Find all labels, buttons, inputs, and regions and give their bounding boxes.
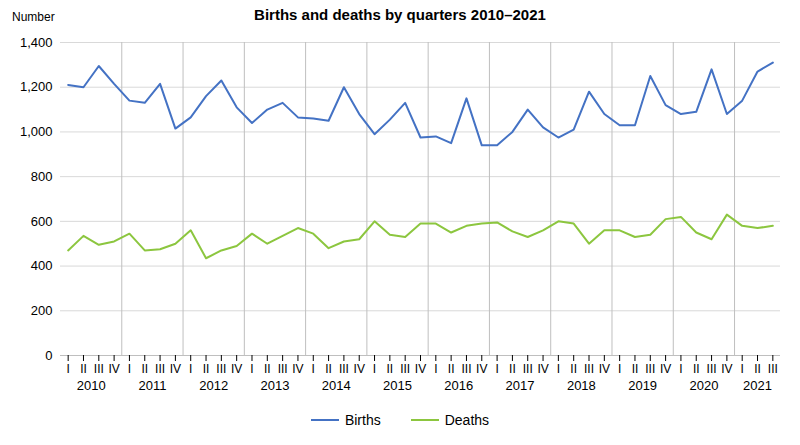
svg-text:II: II — [264, 362, 271, 376]
html-text:Number: Number — [12, 10, 55, 24]
svg-text:I: I — [618, 362, 621, 376]
svg-text:II: II — [325, 362, 332, 376]
svg-text:II: II — [509, 362, 516, 376]
svg-text:I: I — [373, 362, 376, 376]
svg-text:III: III — [707, 362, 717, 376]
svg-text:IV: IV — [476, 362, 487, 376]
svg-text:II: II — [693, 362, 700, 376]
svg-text:II: II — [141, 362, 148, 376]
svg-text:I: I — [189, 362, 192, 376]
svg-text:2020: 2020 — [689, 378, 718, 393]
svg-text:2014: 2014 — [322, 378, 351, 393]
svg-text:2011: 2011 — [138, 378, 166, 393]
svg-text:IV: IV — [721, 362, 732, 376]
svg-text:IV: IV — [170, 362, 181, 376]
svg-text:2012: 2012 — [199, 378, 228, 393]
svg-text:IV: IV — [231, 362, 242, 376]
svg-text:2016: 2016 — [444, 378, 473, 393]
svg-text:2013: 2013 — [261, 378, 290, 393]
svg-text:III: III — [216, 362, 226, 376]
svg-text:III: III — [461, 362, 471, 376]
svg-text:1,400: 1,400 — [20, 35, 53, 50]
svg-text:III: III — [278, 362, 288, 376]
svg-text:III: III — [339, 362, 349, 376]
svg-text:I: I — [434, 362, 437, 376]
svg-text:200: 200 — [31, 303, 53, 318]
svg-text:2018: 2018 — [567, 378, 596, 393]
svg-text:1,000: 1,000 — [20, 124, 53, 139]
svg-text:IV: IV — [108, 362, 119, 376]
svg-text:III: III — [94, 362, 104, 376]
svg-text:II: II — [203, 362, 210, 376]
svg-text:II: II — [570, 362, 577, 376]
svg-text:I: I — [679, 362, 682, 376]
svg-text:IV: IV — [599, 362, 610, 376]
svg-text:III: III — [155, 362, 165, 376]
html-text:Deaths: Deaths — [444, 412, 490, 428]
svg-text:I: I — [128, 362, 131, 376]
html-text:Births and deaths by quarters: Births and deaths by quarters 2010–2021 — [254, 6, 546, 23]
svg-text:I: I — [312, 362, 315, 376]
html-text:Births: Births — [344, 412, 381, 428]
svg-text:1,200: 1,200 — [20, 79, 53, 94]
svg-text:IV: IV — [354, 362, 365, 376]
svg-text:2019: 2019 — [628, 378, 657, 393]
svg-text:II: II — [632, 362, 639, 376]
svg-text:IV: IV — [660, 362, 671, 376]
svg-text:II: II — [754, 362, 761, 376]
svg-text:800: 800 — [31, 169, 53, 184]
svg-text:II: II — [387, 362, 394, 376]
svg-text:I: I — [557, 362, 560, 376]
svg-text:I: I — [66, 362, 69, 376]
svg-text:2010: 2010 — [77, 378, 106, 393]
svg-text:III: III — [768, 362, 778, 376]
svg-text:2015: 2015 — [383, 378, 412, 393]
svg-text:IV: IV — [537, 362, 548, 376]
svg-text:III: III — [645, 362, 655, 376]
svg-text:III: III — [400, 362, 410, 376]
svg-text:III: III — [523, 362, 533, 376]
svg-text:2021: 2021 — [743, 378, 772, 393]
svg-text:600: 600 — [31, 214, 53, 229]
svg-text:II: II — [80, 362, 87, 376]
svg-text:I: I — [741, 362, 744, 376]
svg-text:400: 400 — [31, 258, 53, 273]
svg-text:III: III — [584, 362, 594, 376]
svg-text:II: II — [448, 362, 455, 376]
svg-text:I: I — [495, 362, 498, 376]
svg-text:0: 0 — [45, 348, 52, 363]
svg-text:IV: IV — [292, 362, 303, 376]
svg-text:2017: 2017 — [506, 378, 535, 393]
svg-text:I: I — [250, 362, 253, 376]
svg-text:IV: IV — [415, 362, 426, 376]
